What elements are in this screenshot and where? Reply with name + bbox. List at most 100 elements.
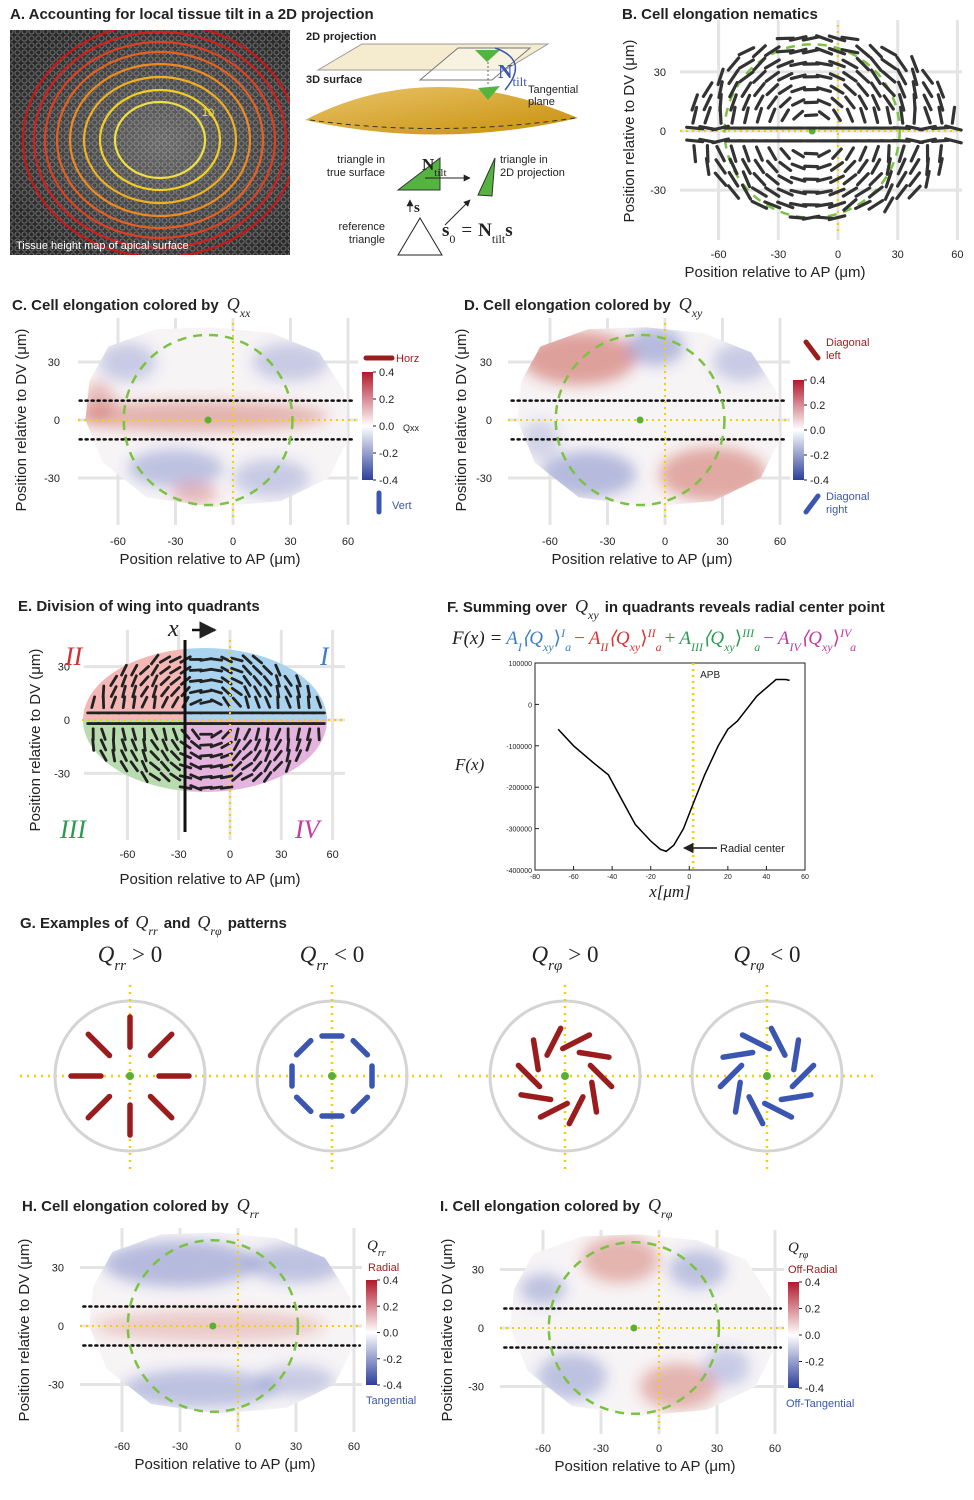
nematic (909, 144, 920, 163)
nematic (295, 727, 301, 742)
x-tick-label: 0 (235, 1441, 241, 1453)
x-tick-label: -30 (770, 249, 786, 261)
nematic (753, 82, 766, 98)
example-label-part: rr (114, 958, 126, 974)
nematic (139, 675, 150, 687)
nematic (897, 93, 906, 112)
equation: s0 = Ntilts (442, 220, 513, 246)
nematic (241, 750, 253, 761)
nematic (131, 684, 138, 699)
diagram-label: 2D projection (500, 167, 565, 179)
formula-part: ⟩ (554, 628, 561, 649)
panel-title-part: G. Examples of (20, 915, 129, 932)
nematic (685, 125, 705, 131)
x-tick-label: 0 (835, 249, 841, 261)
quadrant-label: IV (294, 815, 323, 844)
x-tick-label: 60 (769, 1443, 781, 1455)
formula-part: F(x) = (451, 628, 502, 649)
nematic (880, 57, 897, 71)
formula-part: A (677, 628, 691, 649)
nematic (897, 144, 906, 163)
x-tick-label: 0 (687, 874, 691, 881)
nematic (741, 93, 752, 112)
x-tick-label: -60 (110, 536, 126, 548)
nematic (816, 86, 833, 94)
nematic (844, 95, 856, 110)
x-tick-label: -20 (646, 874, 656, 881)
nematic (840, 48, 860, 55)
nematic (151, 727, 159, 741)
nematic (937, 144, 943, 164)
nematic (716, 67, 725, 87)
x-axis-title: Position relative to AP (μm) (685, 264, 866, 281)
nematic (777, 174, 794, 185)
nematic (110, 695, 118, 709)
nematic (209, 785, 224, 790)
example-label-part: Q (734, 942, 751, 967)
nematic (921, 81, 934, 99)
colorbar-label-part: rr (378, 1248, 386, 1259)
y-tick-label: -30 (650, 185, 666, 197)
pattern-bar (293, 1094, 314, 1115)
nematic (727, 170, 740, 188)
colorbar-tick-label: -0.2 (383, 1354, 402, 1366)
nematic (161, 695, 169, 709)
y-tick-label: 30 (48, 357, 60, 369)
formula-part: IV (839, 626, 853, 640)
formula-part: xy (821, 640, 833, 654)
pattern-bar (147, 1093, 175, 1121)
colorbar-label-part: Q (367, 1238, 378, 1254)
diagram-label: Tangential (528, 84, 578, 96)
nematic (924, 169, 931, 189)
nematic (767, 146, 778, 162)
x-tick-label: -60 (114, 1441, 130, 1453)
pattern-bar (530, 1037, 541, 1073)
nematic (199, 743, 213, 747)
example-label: Qrφ > 0 (532, 942, 599, 974)
panel-title-part: Q (648, 1195, 661, 1215)
nematic (91, 738, 96, 752)
colorbar-tick-label: 0.4 (379, 367, 394, 379)
nematic (234, 727, 240, 741)
nematic (859, 106, 867, 124)
nematic (285, 748, 291, 763)
colorbar-label-part: rφ (799, 1250, 809, 1261)
nematic (199, 764, 213, 769)
pattern-bar (518, 1092, 554, 1103)
nematic (158, 655, 172, 664)
nematic (264, 749, 272, 763)
nematic (714, 158, 727, 175)
nematic (160, 685, 170, 698)
y-axis-title: F(x) (454, 755, 485, 774)
nematic (306, 727, 312, 742)
nematic (814, 202, 834, 208)
pattern-bar (566, 1094, 586, 1127)
x-tick-label: 30 (284, 536, 296, 548)
nematic (950, 105, 957, 125)
nematic (842, 70, 858, 83)
nematic (814, 46, 834, 56)
panel-title-part: and (164, 915, 191, 932)
nematic (764, 45, 781, 58)
panel-title-part: xy (587, 608, 599, 622)
nematic (263, 685, 272, 698)
nematic (768, 107, 777, 123)
panel-title-part: D. Cell elongation colored by (464, 297, 671, 314)
nematic (222, 696, 232, 709)
heat-patch (98, 342, 157, 382)
nematic (815, 176, 833, 183)
nematic (895, 55, 908, 73)
heat-patch (233, 458, 310, 498)
height-contour (21, 30, 290, 255)
y-tick-label: 30 (654, 67, 666, 79)
nematic (737, 46, 756, 57)
nematic (908, 171, 922, 188)
example-label: Qrr < 0 (300, 942, 365, 974)
colorbar (793, 380, 804, 480)
panel-title-part: rφ (210, 924, 222, 938)
panel-title-part: F. Summing over (447, 599, 567, 616)
nematic (296, 695, 301, 710)
nematic (151, 684, 158, 699)
heat-patch (93, 1310, 325, 1342)
diagram-label: plane (528, 96, 555, 108)
